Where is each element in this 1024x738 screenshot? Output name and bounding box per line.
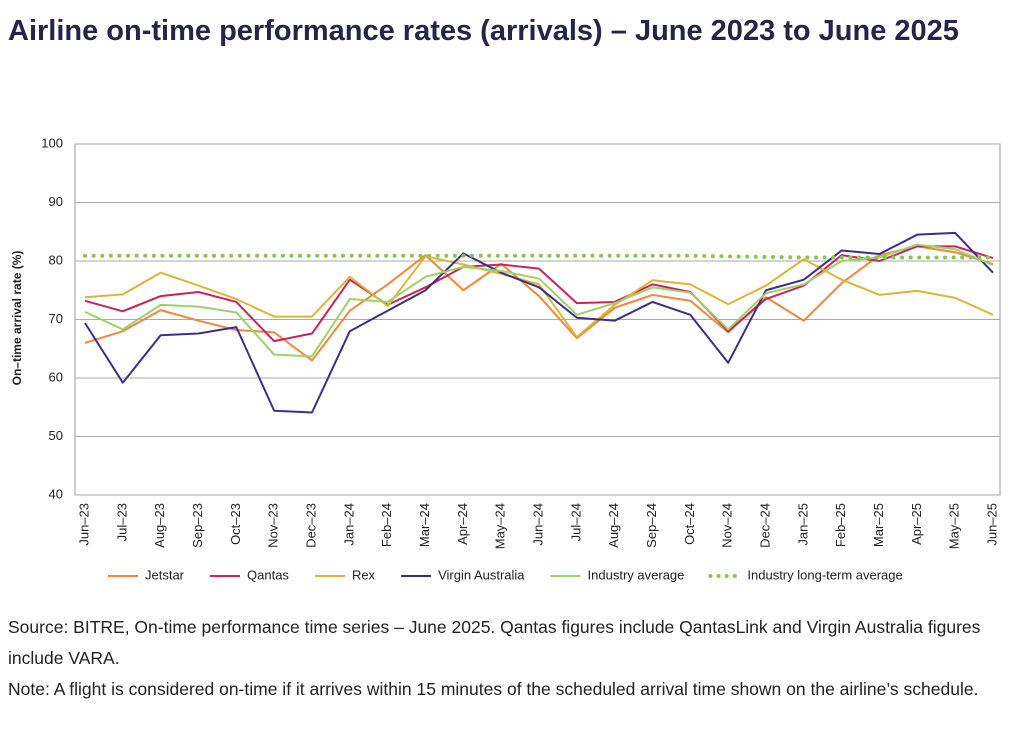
x-tick-label: Apr–24 bbox=[455, 503, 470, 545]
x-tick-label: May–24 bbox=[493, 503, 508, 549]
x-tick-label: May–25 bbox=[947, 503, 962, 549]
definition-note: Note: A flight is considered on-time if … bbox=[8, 679, 979, 699]
legend-label: Rex bbox=[352, 567, 376, 582]
x-tick-label: Sep–23 bbox=[190, 503, 205, 548]
series-line bbox=[84, 255, 994, 339]
x-tick-label: Jan–24 bbox=[341, 503, 356, 546]
series-line bbox=[83, 253, 995, 260]
x-tick-label: Nov–23 bbox=[266, 503, 281, 548]
series-line bbox=[84, 231, 994, 414]
x-tick-label: Mar–25 bbox=[871, 503, 886, 547]
series-line bbox=[84, 245, 994, 362]
series-line bbox=[84, 245, 994, 343]
x-tick-label: Dec–23 bbox=[303, 503, 318, 548]
notes: Source: BITRE, On-time performance time … bbox=[8, 612, 1013, 705]
legend-label: Jetstar bbox=[145, 567, 185, 582]
x-tick-label: Feb–25 bbox=[833, 503, 848, 547]
y-tick-label: 70 bbox=[49, 311, 63, 326]
chart: On–time arrival rate (%) 40 50 60 70 80 90 100… bbox=[10, 135, 1001, 582]
x-tick-label: Aug–24 bbox=[606, 503, 621, 548]
x-tick-label: Jun–25 bbox=[984, 503, 999, 546]
legend-label: Virgin Australia bbox=[438, 567, 525, 582]
x-tick-label: Feb–24 bbox=[379, 503, 394, 547]
x-tick-label: Mar–24 bbox=[417, 503, 432, 547]
x-tick-label: Jun–24 bbox=[530, 503, 545, 546]
y-tick-label: 100 bbox=[41, 135, 63, 150]
y-tick-label: 40 bbox=[49, 486, 63, 501]
chart-title: Airline on-time performance rates (arriv… bbox=[8, 15, 959, 47]
x-tick-label: Oct–24 bbox=[682, 503, 697, 545]
x-tick-label: Aug–23 bbox=[152, 503, 167, 548]
legend-label: Industry average bbox=[588, 567, 685, 582]
legend-label: Industry long-term average bbox=[747, 567, 902, 582]
x-tick-label: Jul–24 bbox=[568, 503, 583, 541]
x-tick-label: Jul–23 bbox=[114, 503, 129, 541]
legend-label: Qantas bbox=[247, 567, 289, 582]
y-tick-label: 90 bbox=[49, 194, 63, 209]
y-axis-label: On–time arrival rate (%) bbox=[10, 251, 24, 386]
x-tick-label: Dec–24 bbox=[757, 503, 772, 548]
x-tick-label: Jan–25 bbox=[795, 503, 810, 546]
y-tick-label: 60 bbox=[49, 369, 63, 384]
x-tick-label: Oct–23 bbox=[228, 503, 243, 545]
x-tick-label: Sep–24 bbox=[644, 503, 659, 548]
x-tick-label: Apr–25 bbox=[909, 503, 924, 545]
y-tick-label: 50 bbox=[49, 428, 63, 443]
x-tick-label: Jun–23 bbox=[76, 503, 91, 546]
source-note: Source: BITRE, On-time performance time … bbox=[8, 617, 981, 668]
x-tick-label: Nov–24 bbox=[720, 503, 735, 548]
y-tick-label: 80 bbox=[49, 252, 63, 267]
series-line bbox=[84, 243, 994, 358]
